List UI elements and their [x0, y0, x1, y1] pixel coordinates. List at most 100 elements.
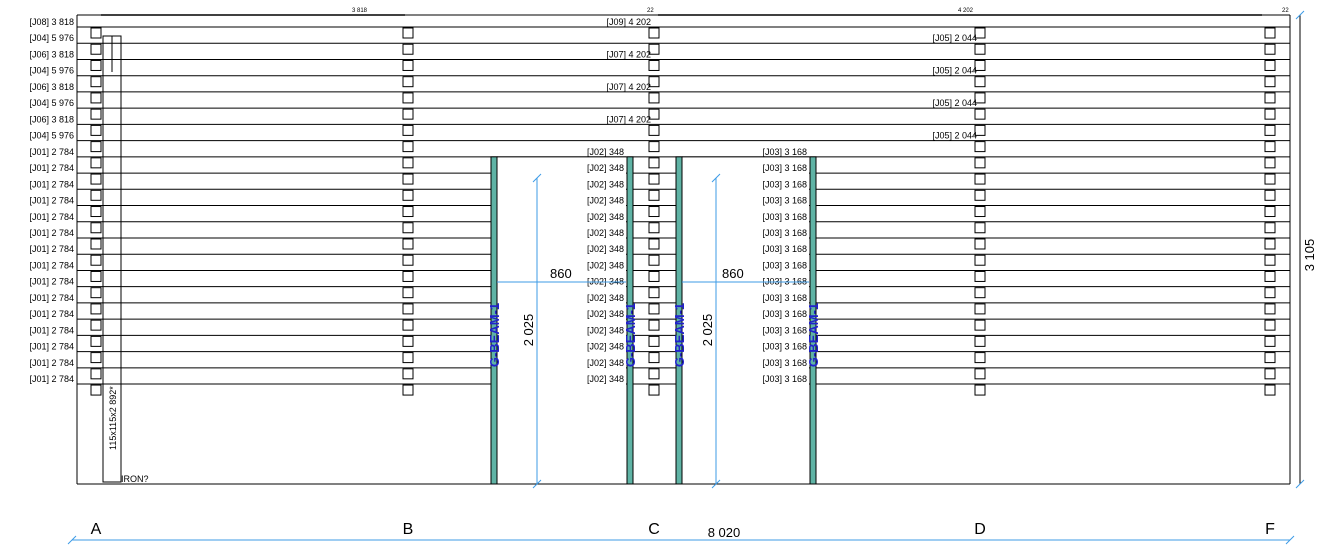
blocking-square [1264, 368, 1276, 380]
beam-bar [675, 156, 683, 485]
blocking-square [1264, 384, 1276, 396]
blocking-square [1264, 222, 1276, 234]
top-dimension-mid-small: 22 [647, 8, 654, 14]
joist-label-left: [J04] 5 976 [29, 131, 74, 141]
blocking-square [402, 43, 414, 55]
joist-label-d-top: [J05] 2 044 [932, 131, 977, 141]
blocking-square [648, 59, 660, 71]
blocking-square [402, 189, 414, 201]
axis-label: B [403, 521, 414, 538]
joist-label-left: [J01] 2 784 [29, 325, 74, 335]
dimension-tick [532, 173, 542, 183]
joist-label-left: [J06] 3 818 [29, 82, 74, 92]
blocking-square [402, 352, 414, 364]
joist-label-c-lower: [J02] 348 [587, 374, 624, 384]
joist-label-left: [J01] 2 784 [29, 196, 74, 206]
opening-width-text-2: 860 [722, 266, 744, 281]
blocking-square [402, 76, 414, 88]
blocking-square [974, 59, 986, 71]
blocking-square [1264, 76, 1276, 88]
joist-label-c-top: [J07] 4 202 [606, 114, 651, 124]
joist-label-c-top: [J09] 4 202 [606, 17, 651, 27]
blocking-square [974, 124, 986, 136]
beam-label: G-BEAM-1 [672, 303, 687, 367]
joist-label-left: [J01] 2 784 [29, 147, 74, 157]
joist-label-d-lower: [J03] 3 168 [762, 260, 807, 270]
blocking-square [648, 303, 660, 315]
blocking-square [648, 189, 660, 201]
blocking-square [974, 303, 986, 315]
blocking-square [648, 352, 660, 364]
blocking-square [974, 368, 986, 380]
blocking-square [402, 254, 414, 266]
blocking-square [402, 157, 414, 169]
joist-label-c-lower: [J02] 348 [587, 342, 624, 352]
blocking-square [974, 92, 986, 104]
blocking-square [90, 287, 102, 299]
blocking-square [1264, 238, 1276, 250]
joist-label-c-lower: [J02] 348 [587, 244, 624, 254]
blocking-square [402, 173, 414, 185]
joist-label-c-lower: [J02] 348 [587, 196, 624, 206]
blocking-square [648, 384, 660, 396]
blocking-square [1264, 27, 1276, 39]
blocking-square [402, 287, 414, 299]
blocking-square [90, 335, 102, 347]
beam-label: G-BEAM-1 [487, 303, 502, 367]
blocking-square [1264, 59, 1276, 71]
blocking-square [648, 108, 660, 120]
axis-label: A [91, 521, 102, 538]
blocking-square [90, 222, 102, 234]
joist-label-d-lower: [J03] 3 168 [762, 244, 807, 254]
blocking-square [402, 384, 414, 396]
blocking-square [90, 92, 102, 104]
joist-label-left: [J01] 2 784 [29, 358, 74, 368]
blocking-square [1264, 43, 1276, 55]
blocking-square [1264, 352, 1276, 364]
joist-label-left: [J06] 3 818 [29, 49, 74, 59]
blocking-square [648, 141, 660, 153]
blocking-square [402, 141, 414, 153]
blocking-square [1264, 92, 1276, 104]
total-width-text: 8 020 [708, 525, 741, 540]
opening-height-text-2: 2 025 [700, 314, 715, 347]
blocking-square [1264, 141, 1276, 153]
blocking-square [90, 27, 102, 39]
blocking-square [974, 189, 986, 201]
joist-label-d-lower: [J03] 3 168 [762, 147, 807, 157]
joist-label-d-lower: [J03] 3 168 [762, 325, 807, 335]
blocking-square [402, 238, 414, 250]
joist-label-d-lower: [J03] 3 168 [762, 163, 807, 173]
blocking-square [974, 141, 986, 153]
blocking-square [402, 206, 414, 218]
beam-bar [490, 156, 498, 485]
blocking-square [974, 27, 986, 39]
blocking-square [1264, 254, 1276, 266]
blocking-square [90, 173, 102, 185]
blocking-square [402, 124, 414, 136]
blocking-square [90, 189, 102, 201]
blocking-square [648, 43, 660, 55]
blocking-square [648, 206, 660, 218]
joist-lines [76, 14, 1291, 485]
axis-label: D [974, 521, 986, 538]
joist-label-left: [J01] 2 784 [29, 244, 74, 254]
joist-label-c-top: [J07] 4 202 [606, 49, 651, 59]
blocking-square [402, 27, 414, 39]
post-label: 115x115x2 892* [108, 386, 118, 450]
blocking-square [402, 92, 414, 104]
blocking-square [402, 319, 414, 331]
joist-label-left: [J01] 2 784 [29, 179, 74, 189]
blocking-square [1264, 287, 1276, 299]
blocking-square [648, 335, 660, 347]
blocking-square [1264, 335, 1276, 347]
joist-label-left: [J04] 5 976 [29, 33, 74, 43]
blocking-square [648, 222, 660, 234]
blocking-square [90, 319, 102, 331]
axis-label: C [648, 521, 660, 538]
blocking-square [648, 368, 660, 380]
dimension-tick [67, 535, 77, 545]
blocking-square [90, 270, 102, 282]
